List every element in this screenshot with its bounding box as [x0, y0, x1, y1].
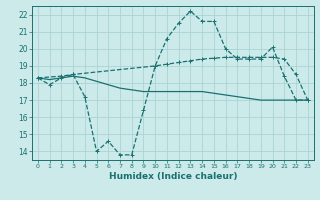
X-axis label: Humidex (Indice chaleur): Humidex (Indice chaleur) [108, 172, 237, 181]
